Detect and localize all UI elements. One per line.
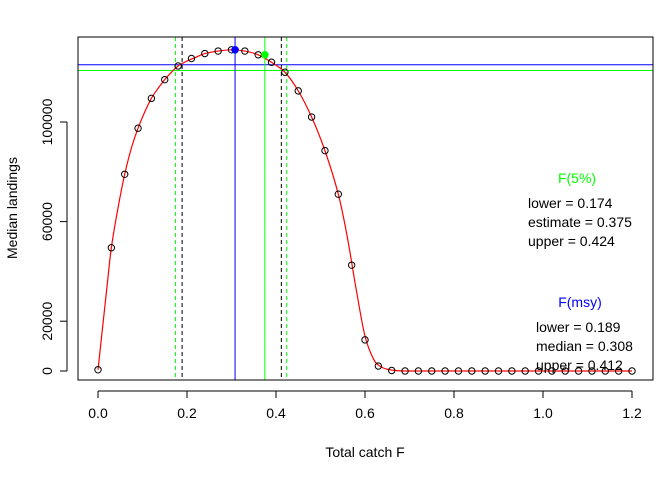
data-point — [588, 367, 596, 375]
data-point — [548, 367, 556, 375]
y-axis: 0 20000 60000 100000 — [39, 98, 68, 375]
data-point — [534, 367, 543, 375]
data-point — [94, 366, 102, 374]
data-point — [401, 367, 409, 375]
data-point — [481, 367, 489, 375]
data-point — [294, 87, 302, 95]
data-point — [561, 367, 569, 375]
data-point — [628, 367, 636, 375]
data-point — [361, 336, 369, 344]
data-point — [307, 113, 316, 121]
f5-annotation: F(5%) lower = 0.174 estimate = 0.375 upp… — [528, 170, 632, 249]
data-point — [468, 367, 476, 375]
data-point — [174, 62, 182, 70]
data-point — [241, 47, 249, 55]
data-point — [388, 366, 396, 375]
data-point — [521, 367, 529, 375]
data-point — [334, 190, 342, 198]
data-point — [121, 170, 129, 178]
x-tick-label: 0.0 — [88, 405, 108, 421]
data-point — [601, 367, 609, 375]
data-point — [454, 367, 463, 375]
data-point — [414, 367, 423, 375]
fmsy-title: F(msy) — [558, 294, 602, 310]
x-tick-label: 0.6 — [355, 405, 375, 421]
f5-estimate-point — [261, 50, 269, 59]
f5-upper-text: upper = 0.424 — [528, 233, 615, 249]
x-tick-label: 0.2 — [177, 405, 197, 421]
data-point — [321, 146, 329, 155]
x-tick-label: 1.0 — [533, 405, 553, 421]
data-point — [267, 58, 276, 66]
fmsy-lower-text: lower = 0.189 — [536, 319, 621, 335]
data-point — [508, 367, 516, 375]
data-point — [374, 362, 383, 370]
x-axis-label: Total catch F — [325, 444, 404, 460]
f5-estimate-text: estimate = 0.375 — [528, 214, 632, 230]
data-point — [428, 367, 436, 375]
data-point — [614, 367, 623, 375]
data-point — [574, 367, 583, 375]
marker-layer — [231, 45, 269, 59]
y-tick-label: 0 — [39, 367, 55, 375]
y-tick-label: 100000 — [39, 98, 55, 145]
y-tick-label: 60000 — [39, 202, 55, 241]
data-point — [214, 47, 222, 55]
data-point — [134, 124, 142, 132]
y-axis-label: Median landings — [4, 157, 20, 259]
data-point — [201, 49, 209, 58]
f5-lower-text: lower = 0.174 — [528, 195, 613, 211]
fmsy-median-text: median = 0.308 — [536, 338, 633, 354]
data-point — [187, 54, 196, 63]
x-tick-label: 0.4 — [266, 405, 286, 421]
data-point — [161, 75, 169, 84]
data-point — [281, 68, 289, 76]
data-point — [147, 94, 156, 103]
x-tick-label: 0.8 — [444, 405, 464, 421]
fmsy-median-point — [231, 45, 239, 54]
data-point — [441, 367, 449, 375]
y-tick-label: 20000 — [39, 302, 55, 341]
x-tick-label: 1.2 — [622, 405, 642, 421]
fmsy-annotation: F(msy) lower = 0.189 median = 0.308 uppe… — [536, 294, 633, 373]
data-point — [107, 244, 116, 252]
f5-title: F(5%) — [558, 170, 596, 186]
plot-frame — [77, 36, 654, 381]
data-point — [347, 261, 356, 269]
data-point — [494, 367, 503, 375]
fmsy-upper-text: upper = 0.412 — [536, 357, 623, 373]
x-axis: 0.0 0.2 0.4 0.6 0.8 1.0 1.2 — [88, 390, 642, 421]
